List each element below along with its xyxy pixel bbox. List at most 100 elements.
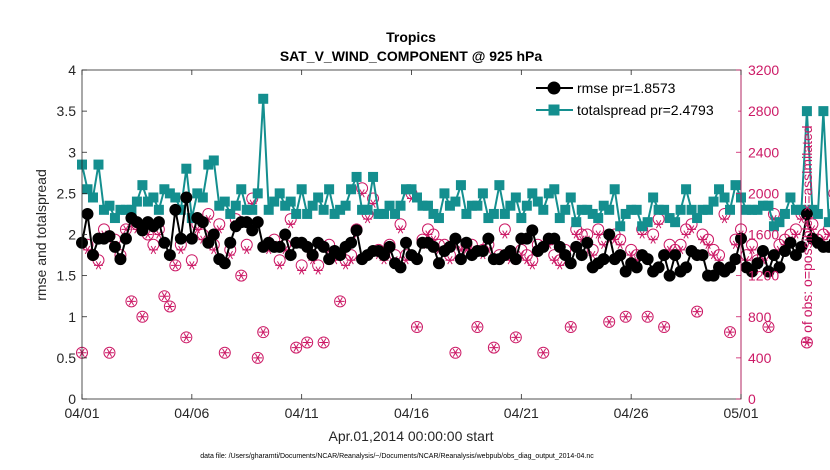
rmse-point: [284, 249, 297, 262]
totalspread-point: [477, 188, 488, 199]
totalspread-point: [340, 200, 351, 211]
totalspread-point: [225, 208, 236, 219]
possible-point: [410, 321, 423, 334]
possible-point: [564, 321, 577, 334]
totalspread-point: [604, 204, 615, 215]
totalspread-point: [82, 184, 93, 195]
totalspread-point: [549, 184, 560, 195]
rmse-point: [114, 253, 127, 266]
x-tick-label: 04/01: [64, 405, 99, 421]
right-tick-label: 2400: [748, 144, 779, 160]
assimilated-point: [341, 261, 351, 270]
assimilated-point: [396, 225, 406, 234]
rmse-point: [526, 224, 539, 237]
assimilated-point: [302, 338, 312, 347]
totalspread-point: [131, 196, 142, 207]
assimilated-point: [258, 328, 268, 337]
rmse-point: [762, 265, 775, 278]
possible-point: [449, 346, 462, 359]
rmse-point: [180, 191, 193, 204]
x-axis-label: Apr.01,2014 00:00:00 start: [328, 428, 493, 444]
rmse-point: [575, 249, 588, 262]
left-axis: 0 0.5 1 1.5 2 2.5 3 3.5 4: [57, 62, 87, 407]
assimilated-point: [335, 297, 345, 306]
totalspread-point: [719, 192, 730, 203]
assimilated-point: [104, 348, 114, 357]
legend-rmse-label: rmse pr=1.8573: [577, 80, 676, 96]
totalspread-point: [532, 196, 543, 207]
assimilated-point: [500, 230, 510, 239]
assimilated-point: [346, 256, 356, 265]
assimilated-point: [137, 312, 147, 321]
rmse-point: [773, 261, 786, 274]
rmse-point: [246, 224, 259, 237]
rmse-point: [273, 240, 286, 253]
totalspread-point: [725, 204, 736, 215]
left-tick-label: 1.5: [57, 268, 77, 284]
assimilated-point: [450, 348, 460, 357]
rmse-point: [652, 261, 665, 274]
totalspread-point: [593, 213, 604, 224]
possible-point: [724, 326, 737, 339]
rmse-point: [669, 249, 682, 262]
assimilated-point: [709, 250, 719, 260]
right-tick-label: 400: [748, 350, 772, 366]
assimilated-point: [802, 338, 812, 347]
rmse-point: [207, 228, 220, 241]
totalspread-point: [730, 180, 741, 191]
rmse-point: [520, 232, 533, 245]
totalspread-point: [302, 208, 313, 219]
rmse-point: [394, 261, 407, 274]
right-tick-label: 1200: [748, 268, 779, 284]
totalspread-point: [455, 180, 466, 191]
rmse-point: [745, 265, 758, 278]
rmse-point: [202, 236, 215, 249]
rmse-point: [696, 249, 709, 262]
assimilated-point: [181, 333, 191, 342]
right-tick-label: 800: [748, 309, 772, 325]
possible-point: [603, 315, 616, 328]
totalspread-point: [362, 204, 373, 215]
totalspread-point: [774, 217, 785, 228]
rmse-point: [548, 232, 561, 245]
totalspread-point: [411, 192, 422, 203]
rmse-point: [334, 249, 347, 262]
totalspread-point: [499, 208, 510, 219]
possible-point: [828, 189, 830, 198]
totalspread-point: [703, 204, 714, 215]
rmse-point: [553, 240, 566, 253]
left-tick-label: 0: [68, 391, 76, 407]
possible-point: [103, 346, 116, 359]
assimilated-point: [319, 338, 329, 347]
totalspread-point: [785, 192, 796, 203]
left-tick-label: 4: [68, 62, 76, 78]
x-tick-label: 04/16: [394, 405, 429, 421]
rmse-point: [81, 207, 94, 220]
possible-point: [235, 269, 248, 282]
assimilated-point: [291, 343, 301, 352]
assimilated-point: [549, 256, 559, 265]
rmse-point: [427, 240, 440, 253]
totalspread-point: [565, 192, 576, 203]
x-axis: 04/01 04/06 04/11 04/16 04/21 04/26 05/01: [64, 70, 759, 421]
rmse-point: [597, 253, 610, 266]
totalspread-point: [351, 171, 362, 182]
rmse-point: [630, 261, 643, 274]
rmse-point: [196, 216, 209, 229]
rmse-point: [86, 249, 99, 262]
rmse-point: [103, 230, 116, 243]
rmse-point: [185, 232, 198, 245]
assimilated-point: [654, 220, 664, 229]
assimilated-point: [643, 312, 653, 321]
assimilated-point: [286, 220, 296, 229]
assimilated-point: [253, 353, 263, 363]
totalspread-point: [368, 171, 379, 182]
assimilated-point: [648, 235, 658, 244]
assimilated-point: [176, 245, 186, 255]
totalspread-point: [285, 196, 296, 207]
assimilated-point: [159, 292, 169, 301]
rmse-point: [800, 207, 813, 220]
assimilated-point: [165, 302, 175, 311]
assimilated-point: [621, 312, 631, 321]
